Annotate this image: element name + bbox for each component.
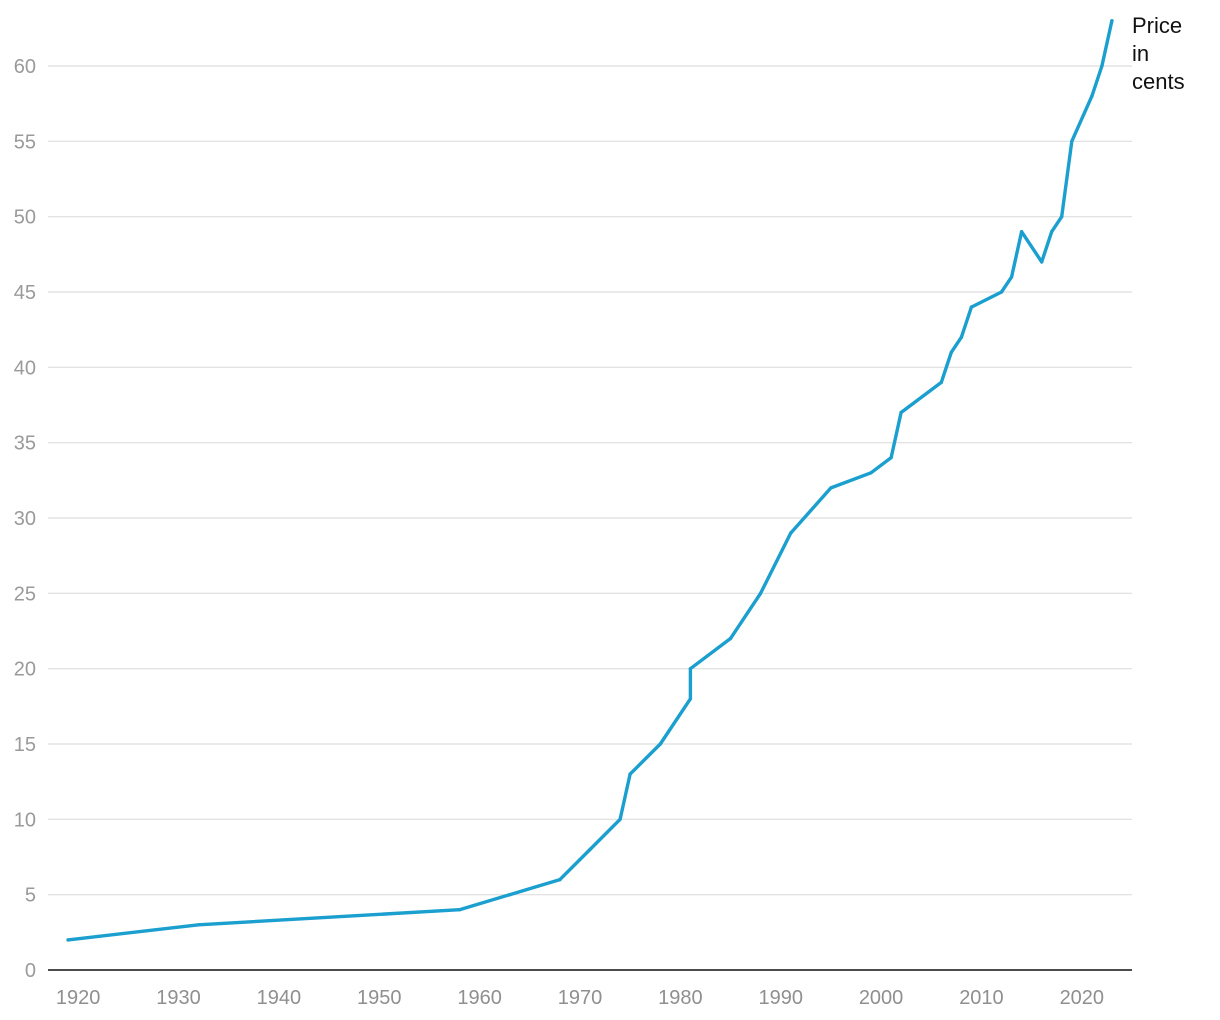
data-point: [1040, 260, 1044, 264]
data-point: [959, 335, 964, 339]
data-point: [939, 380, 943, 385]
series-label-line: Price: [1132, 13, 1182, 38]
x-tick-label: 1960: [457, 987, 502, 1009]
data-points: [66, 19, 1114, 942]
y-tick-label: 30: [14, 508, 36, 530]
x-tick-label: 2000: [859, 987, 904, 1009]
x-tick-label: 1990: [758, 987, 803, 1009]
y-tick-label: 35: [14, 433, 36, 455]
x-tick-label: 1930: [156, 987, 201, 1009]
y-tick-label: 40: [14, 357, 36, 379]
data-point: [66, 938, 70, 942]
data-point: [869, 471, 873, 475]
data-point: [1090, 94, 1094, 98]
y-tick-label: 20: [14, 659, 36, 681]
data-point: [196, 923, 201, 927]
data-point: [949, 350, 953, 354]
y-tick-label: 10: [14, 809, 36, 831]
data-point: [1019, 230, 1024, 234]
y-tick-label: 45: [14, 282, 36, 304]
series-label: Price in cents: [1132, 13, 1185, 94]
data-point: [969, 305, 974, 309]
data-point: [618, 817, 622, 821]
y-tick-label: 60: [14, 56, 36, 78]
data-point: [1100, 64, 1104, 68]
data-point: [728, 636, 733, 641]
data-point: [588, 847, 592, 852]
gridlines: [48, 65, 1132, 896]
data-point: [999, 290, 1004, 294]
x-axis-tick-labels: 1920 1930 1940 1950 1960 1970 1980 1990 2000 2010…: [56, 987, 1104, 1009]
x-tick-label: 1940: [257, 987, 302, 1009]
data-point: [758, 591, 763, 595]
x-tick-label: 2020: [1060, 987, 1105, 1009]
y-tick-label: 15: [14, 734, 36, 756]
x-tick-label: 1980: [658, 987, 703, 1009]
x-tick-label: 1970: [558, 987, 603, 1009]
series-label-line: cents: [1132, 69, 1185, 94]
data-point: [789, 531, 793, 535]
y-tick-label: 55: [14, 131, 36, 153]
data-point: [1070, 139, 1074, 143]
data-point: [628, 772, 632, 776]
x-tick-label: 1920: [56, 987, 101, 1009]
y-tick-label: 0: [25, 960, 36, 982]
data-point: [1050, 230, 1054, 234]
y-axis-tick-labels: 0 5 10 15 20 25 30 35 40 45 50 55 60: [14, 56, 36, 982]
data-point: [688, 697, 693, 701]
y-tick-label: 25: [14, 583, 36, 605]
data-point: [558, 877, 562, 882]
data-point: [829, 486, 833, 490]
data-point: [508, 893, 512, 897]
x-tick-label: 1950: [357, 987, 402, 1009]
x-tick-label: 2010: [959, 987, 1004, 1009]
y-tick-label: 5: [25, 885, 36, 907]
y-tick-label: 50: [14, 207, 36, 229]
data-point: [1110, 19, 1114, 23]
data-point: [688, 667, 693, 671]
data-point: [457, 908, 462, 912]
series-line: [66, 19, 1114, 942]
data-point: [658, 742, 662, 746]
data-point: [889, 456, 893, 460]
series-label-line: in: [1132, 41, 1149, 66]
data-point: [1009, 275, 1014, 279]
data-point: [899, 410, 903, 415]
data-point: [1060, 215, 1064, 219]
